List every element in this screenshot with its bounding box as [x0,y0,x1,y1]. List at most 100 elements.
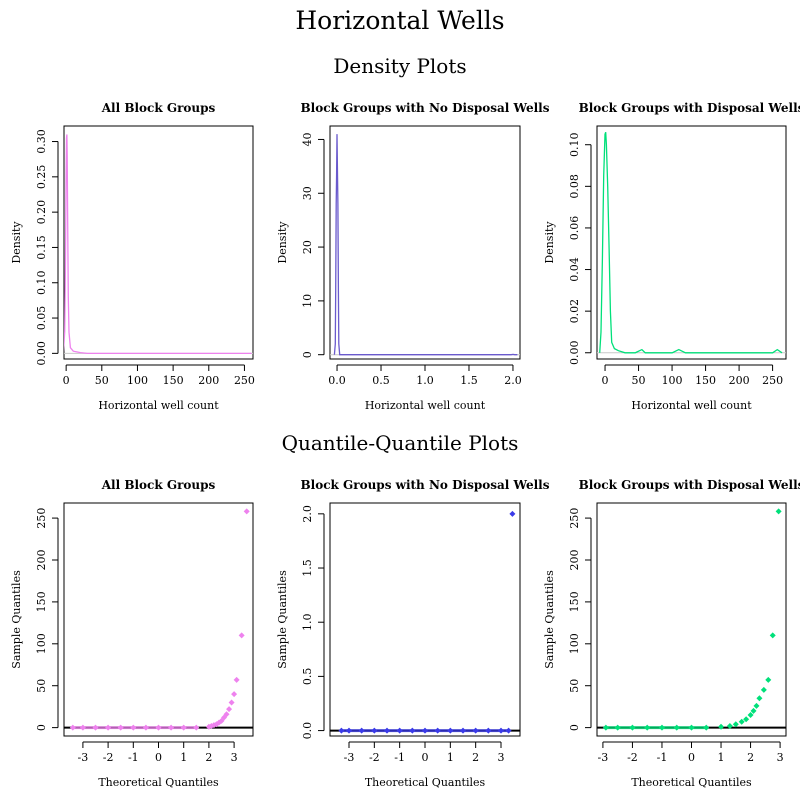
qq-point [434,727,441,734]
y-tick-label: 0.05 [35,306,48,331]
y-tick-label: 0.15 [35,235,48,260]
y-axis-label: Density [10,221,23,264]
qq-point [243,508,250,515]
qq-point [644,724,651,731]
density-disposal-panel: Block Groups with Disposal Wells 0 50 100 15… [543,101,800,412]
x-tick-label: 3 [231,751,238,764]
qq-point [732,721,739,728]
y-tick-label: 0.00 [35,341,48,366]
x-tick-label: 0.5 [372,374,390,387]
density-section-title: Density Plots [333,54,467,78]
y-tick-label: 250 [35,508,48,529]
qq-point [180,724,187,731]
x-tick-label: 2.0 [504,374,522,387]
qq-disposal-panel: Block Groups with Disposal Wells -3 -2 -1 0 1… [543,478,800,789]
y-tick-label: 150 [568,591,581,612]
x-tick-label: 50 [95,374,109,387]
qq-point [226,706,233,713]
qq-point [130,724,137,731]
y-tick-label: 0.02 [568,299,581,324]
x-tick-label: 250 [762,374,783,387]
x-tick-label: 0 [422,751,429,764]
panel-title: All Block Groups [101,101,216,115]
x-tick-label: 100 [127,374,148,387]
plot-frame [329,125,521,360]
qq-point [358,727,365,734]
qq-point [775,508,782,515]
x-axis-label: Theoretical Quantiles [98,776,219,789]
qq-section-title: Quantile-Quantile Plots [281,431,519,455]
x-tick-label: -2 [103,751,114,764]
x-axis-label: Horizontal well count [631,399,752,412]
y-tick-label: 50 [568,679,581,693]
y-tick-label: 250 [568,508,581,529]
qq-point [673,724,680,731]
x-tick-label: 1 [718,751,725,764]
plot-frame [596,125,787,360]
panel-title: Block Groups with No Disposal Wells [301,101,550,115]
x-tick-label: 3 [498,751,505,764]
qq-point [750,707,757,714]
y-tick-label: 200 [35,549,48,570]
qq-point [614,724,621,731]
qq-point [117,724,124,731]
qq-point [105,724,112,731]
y-tick-label: 0.30 [35,129,48,154]
x-tick-label: -2 [627,751,638,764]
x-tick-label: -3 [78,751,89,764]
x-tick-label: -1 [128,751,139,764]
qq-point [228,699,235,706]
qq-point [460,727,466,734]
figure-title: Horizontal Wells [295,6,505,35]
y-tick-label: 0.10 [568,132,581,157]
y-tick-label: 0.0 [301,722,314,740]
qq-point [371,727,378,734]
x-tick-label: 0.0 [328,374,346,387]
y-tick-label: 50 [35,679,48,693]
y-axis-label: Sample Quantiles [543,570,556,669]
x-tick-label: 150 [695,374,716,387]
qq-all-panel: All Block Groups -3 -2 -1 0 1 2 3 Theoretical Qu… [10,478,254,789]
qq-point [79,724,86,731]
x-tick-label: 0 [63,374,70,387]
qq-point [769,632,776,639]
qq-point [756,695,763,702]
qq-point [726,722,733,729]
x-tick-label: 0 [155,751,162,764]
x-axis-label: Theoretical Quantiles [365,776,486,789]
qq-point [738,718,745,725]
y-tick-label: 0 [301,351,314,358]
y-tick-label: 40 [301,132,314,146]
qq-point [168,724,175,731]
y-tick-label: 0.20 [35,200,48,225]
y-axis-label: Density [543,221,556,264]
x-tick-label: -1 [657,751,668,764]
x-tick-label: 250 [234,374,255,387]
y-tick-label: 0.10 [35,270,48,295]
qq-point [760,686,767,693]
y-tick-label: 0.5 [301,668,314,686]
qq-point [658,724,665,731]
qq-point [688,724,695,731]
qq-point [384,727,390,734]
qq-point [92,724,99,731]
y-tick-label: 20 [301,240,314,254]
x-tick-label: 1 [447,751,454,764]
y-axis-label: Density [276,221,289,264]
density-line [64,134,252,355]
qq-point [396,727,403,734]
qq-point [472,727,479,734]
qq-point [703,724,710,731]
y-tick-label: 150 [35,591,48,612]
density-no-disposal-panel: Block Groups with No Disposal Wells 0.0 0.… [276,101,550,412]
x-tick-label: 0 [688,751,695,764]
y-axis-label: Sample Quantiles [10,570,23,669]
qq-point [346,727,352,734]
qq-point [422,727,428,734]
qq-point [409,727,416,734]
x-tick-label: 3 [777,751,784,764]
x-tick-label: 2 [205,751,212,764]
x-tick-label: 150 [163,374,184,387]
x-tick-label: -3 [344,751,355,764]
